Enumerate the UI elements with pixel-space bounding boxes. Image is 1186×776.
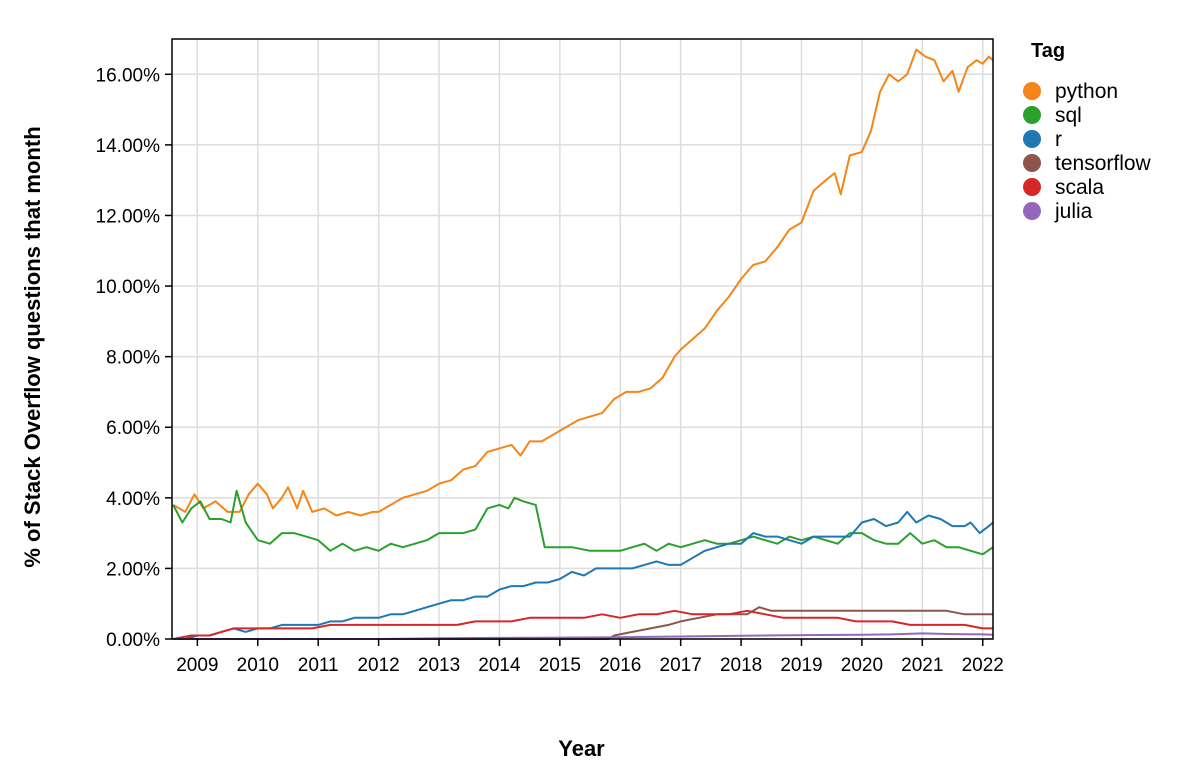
legend-swatch-scala: [1023, 178, 1041, 196]
legend-label-r: r: [1055, 128, 1062, 151]
legend-label-scala: scala: [1055, 176, 1104, 199]
legend-swatch-julia: [1023, 202, 1041, 220]
legend-swatch-sql: [1023, 106, 1041, 124]
x-tick-label: 2016: [599, 655, 641, 676]
y-tick-label: 2.00%: [106, 559, 160, 580]
series-line-scala: [173, 609, 993, 640]
series-line-julia: [173, 632, 994, 640]
y-tick-label: 8.00%: [106, 348, 160, 369]
x-tick-label: 2021: [901, 655, 943, 676]
x-tick-label: 2013: [418, 655, 460, 676]
legend-swatch-tensorflow: [1023, 154, 1041, 172]
y-tick-label: 10.00%: [96, 277, 161, 298]
y-axis: 0.00% 2.00% 4.00% 6.00% 8.00% 10.00% 12.00% 14.…: [96, 65, 172, 651]
legend-label-tensorflow: tensorflow: [1055, 152, 1152, 175]
x-tick-label: 2020: [841, 655, 883, 676]
series-line-sql: [172, 489, 994, 556]
plot-frame: [171, 38, 994, 640]
legend-label-sql: sql: [1055, 104, 1082, 127]
series-line-tensorflow: [173, 606, 993, 640]
x-axis: 2009 2010 2011 2012 2013 2014 2015 2016 2017 2018…: [176, 639, 1004, 676]
x-tick-label: 2010: [237, 655, 279, 676]
x-tick-label: 2015: [539, 655, 581, 676]
legend-label-julia: julia: [1054, 200, 1093, 223]
x-axis-title: Year: [558, 736, 605, 761]
series-lines: [172, 48, 994, 640]
x-tick-label: 2019: [780, 655, 822, 676]
y-tick-label: 6.00%: [106, 418, 160, 439]
legend-swatch-python: [1023, 82, 1041, 100]
x-tick-label: 2017: [660, 655, 702, 676]
y-tick-label: 14.00%: [96, 136, 161, 157]
y-axis-title: % of Stack Overflow questions that month: [20, 126, 45, 567]
x-tick-label: 2012: [357, 655, 399, 676]
x-tick-label: 2022: [962, 655, 1004, 676]
y-tick-label: 12.00%: [96, 206, 161, 227]
x-tick-label: 2014: [478, 655, 521, 676]
x-tick-label: 2018: [720, 655, 762, 676]
legend-title: Tag: [1031, 40, 1065, 62]
x-tick-label: 2009: [176, 655, 218, 676]
gridlines: [172, 39, 993, 640]
legend-label-python: python: [1055, 80, 1118, 103]
series-line-r: [173, 510, 994, 640]
series-line-python: [172, 48, 994, 517]
legend-swatch-r: [1023, 130, 1041, 148]
y-tick-label: 0.00%: [106, 630, 160, 651]
x-tick-label: 2011: [298, 655, 339, 676]
y-tick-label: 16.00%: [96, 65, 161, 86]
y-tick-label: 4.00%: [106, 489, 160, 510]
